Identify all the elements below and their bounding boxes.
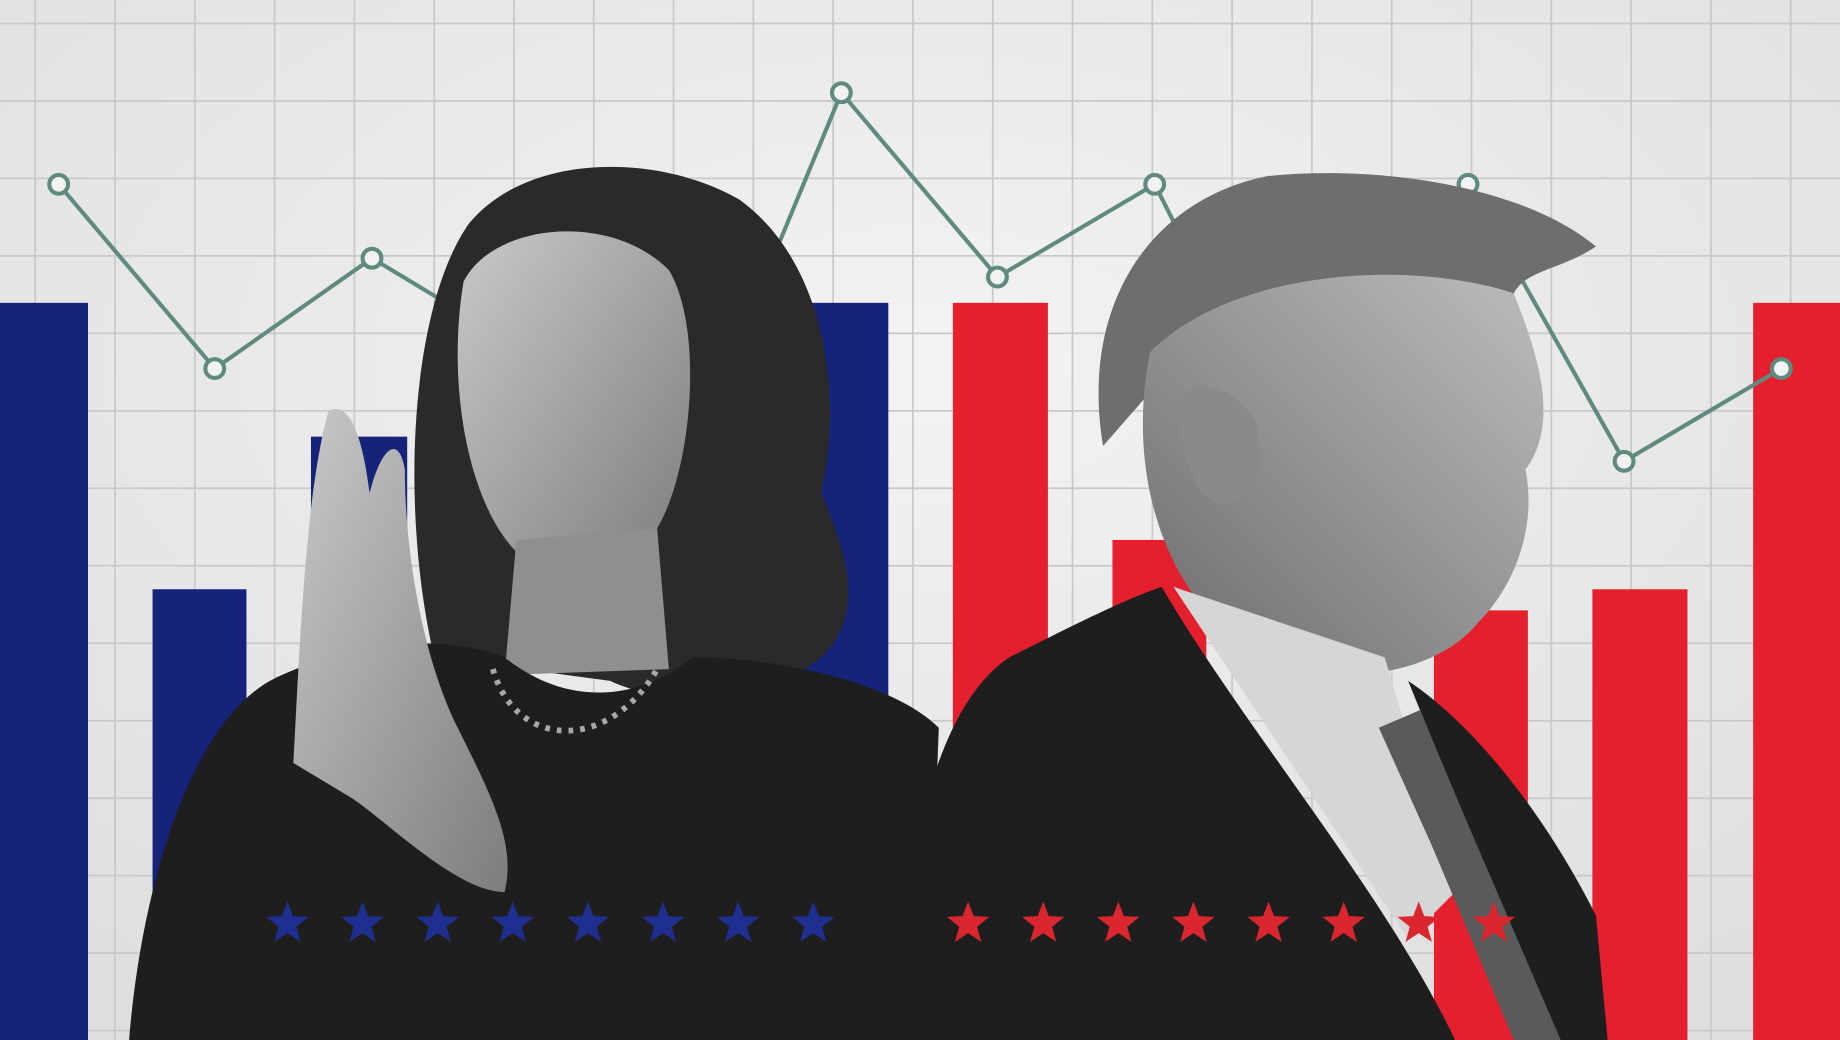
- trend-point: [360, 246, 384, 270]
- trend-point: [47, 172, 71, 196]
- star-icon: [491, 901, 535, 942]
- stars-row: [266, 901, 1516, 942]
- right-figure-collar: [1173, 586, 1456, 940]
- trend-point: [203, 357, 227, 381]
- star-icon: [1322, 901, 1365, 942]
- right-figure-ear: [1176, 387, 1261, 505]
- star-icon: [641, 901, 685, 942]
- trend-point: [1769, 357, 1793, 381]
- star-icon: [341, 901, 384, 942]
- right-figure-body: [891, 586, 1608, 1040]
- star-icon: [716, 901, 760, 942]
- right-figure: [891, 173, 1608, 1040]
- right-figure-tie: [1378, 710, 1561, 1040]
- star-icon: [1021, 901, 1065, 942]
- red-bar: [1753, 302, 1840, 1040]
- star-icon: [791, 901, 835, 942]
- star-icon: [946, 901, 990, 942]
- trend-point: [1143, 172, 1167, 196]
- star-icon: [566, 901, 610, 942]
- trend-point: [1612, 449, 1636, 473]
- right-figure-hair: [1098, 173, 1596, 447]
- left-figure-face: [457, 231, 691, 573]
- star-icon: [266, 901, 309, 942]
- star-icon: [416, 901, 459, 942]
- red-bar: [1592, 589, 1688, 1040]
- left-figure-neck: [504, 528, 669, 675]
- star-icon: [1247, 901, 1290, 942]
- star-icon: [1472, 901, 1516, 942]
- trend-point: [986, 265, 1009, 289]
- star-icon: [1172, 901, 1215, 942]
- trend-point: [829, 81, 853, 105]
- left-figure: [129, 166, 939, 1040]
- star-icon: [1397, 901, 1440, 942]
- blue-bar: [0, 302, 89, 1040]
- left-figure-hands: [293, 409, 508, 893]
- star-icon: [1097, 901, 1140, 942]
- right-figure-face: [1142, 274, 1544, 675]
- left-figure-body: [129, 643, 939, 1040]
